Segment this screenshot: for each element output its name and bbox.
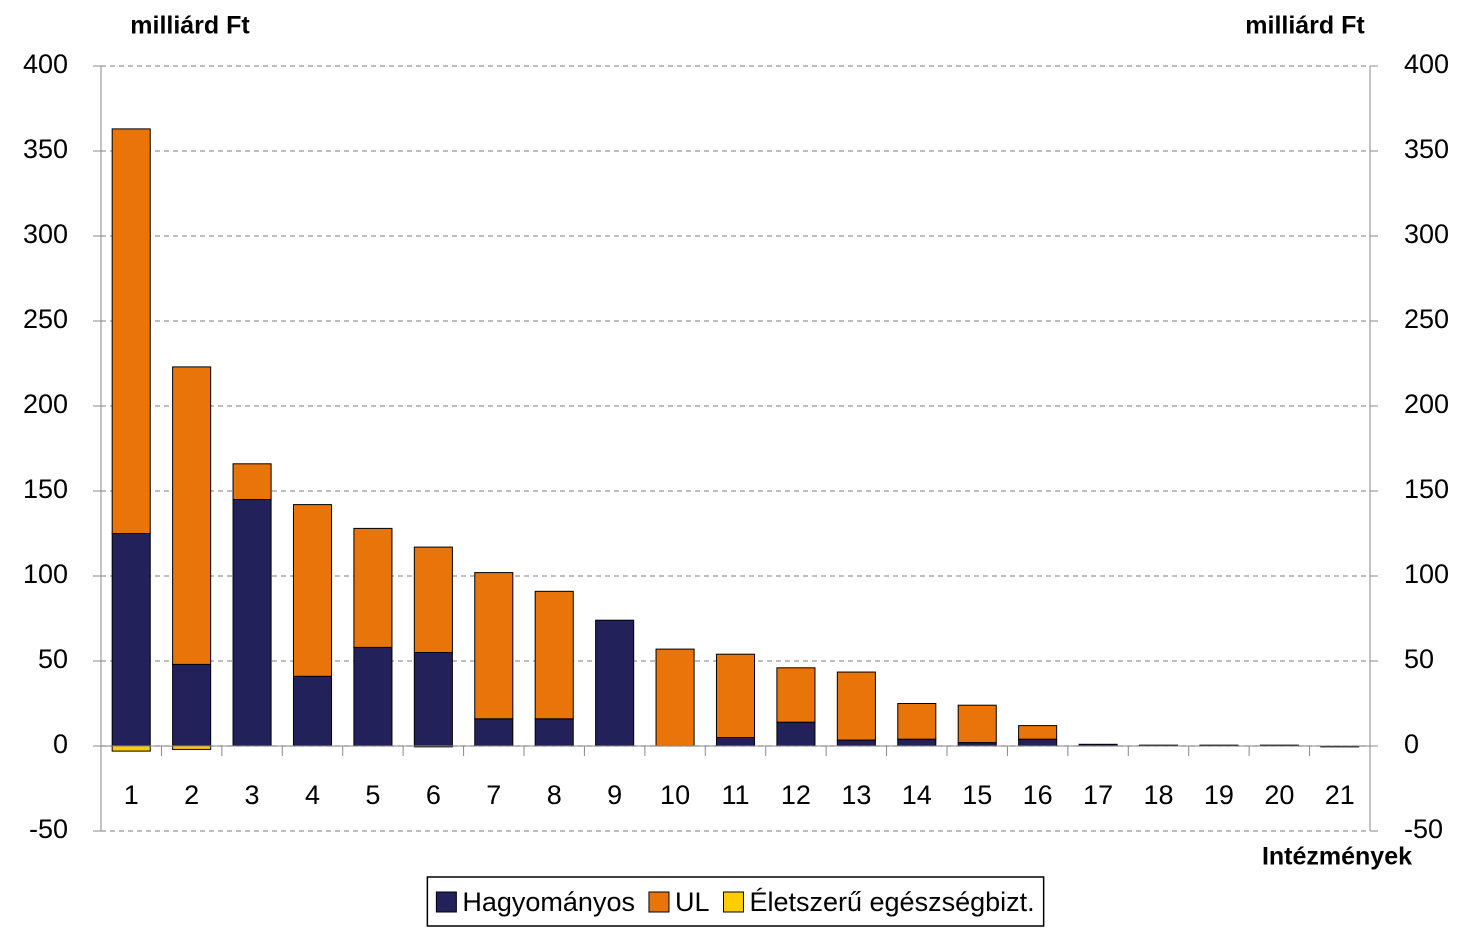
- legend-swatch: [722, 891, 744, 913]
- x-tick-label: 12: [781, 780, 811, 810]
- x-tick-label: 13: [841, 780, 871, 810]
- bar-segment: [715, 737, 756, 747]
- x-tick-label: 8: [547, 780, 562, 810]
- bar-segment: [776, 667, 816, 723]
- legend-label: Hagyományos: [462, 887, 635, 917]
- bar-segment: [232, 463, 272, 500]
- x-tick-label: 6: [426, 780, 441, 810]
- bar-segment: [776, 721, 816, 747]
- y2-tick-label: 100: [1404, 559, 1449, 589]
- x-tick-label: 18: [1143, 780, 1173, 810]
- bar-segment: [897, 738, 937, 747]
- x-tick-label: 10: [660, 780, 690, 810]
- y-tick-label: 400: [23, 49, 68, 79]
- bar-segment: [111, 533, 151, 747]
- y-tick-label: 100: [23, 559, 68, 589]
- x-tick-label: 4: [305, 780, 320, 810]
- y-tick-label: 200: [23, 389, 68, 419]
- bar-segment: [232, 499, 272, 747]
- bar-segment: [292, 675, 333, 747]
- y-tick-label: 0: [53, 729, 68, 759]
- y-axis-title: milliárd Ft: [130, 12, 250, 40]
- x-tick-label: 3: [245, 780, 260, 810]
- bar-segment: [1018, 738, 1058, 747]
- legend-swatch: [435, 891, 457, 913]
- x-tick-label: 17: [1083, 780, 1113, 810]
- y-tick-label: 250: [23, 304, 68, 334]
- bar-segment: [292, 504, 333, 677]
- x-tick-label: 1: [124, 780, 139, 810]
- x-tick-label: 5: [365, 780, 380, 810]
- y2-tick-label: 350: [1404, 134, 1449, 164]
- y2-tick-label: 50: [1404, 644, 1434, 674]
- bar-segment: [353, 527, 393, 648]
- bar-segment: [957, 704, 997, 744]
- bar-segment: [353, 646, 393, 747]
- x-tick-label: 7: [486, 780, 501, 810]
- legend-label: Életszerű egészségbizt.: [749, 887, 1034, 917]
- legend-label: UL: [675, 887, 710, 917]
- bar-segment: [172, 745, 212, 750]
- y2-axis-title: milliárd Ft: [1245, 12, 1365, 40]
- x-tick-label: 16: [1023, 780, 1053, 810]
- bar-segment: [172, 663, 212, 747]
- bar-segment: [172, 366, 212, 665]
- bar-segment: [957, 742, 997, 747]
- x-tick-label: 19: [1204, 780, 1234, 810]
- bar-segment: [836, 739, 876, 747]
- x-tick-label: 9: [607, 780, 622, 810]
- y-tick-label: 350: [23, 134, 68, 164]
- bar-segment: [836, 671, 876, 741]
- x-tick-label: 14: [902, 780, 932, 810]
- bar-segment: [111, 128, 151, 534]
- x-axis-title: Intézmények: [1262, 843, 1412, 871]
- bar-segment: [534, 590, 574, 720]
- y2-tick-label: 0: [1404, 729, 1419, 759]
- bar-segment: [413, 652, 453, 747]
- x-tick-label: 2: [184, 780, 199, 810]
- bar-segment: [534, 718, 574, 747]
- bar-segment: [1018, 725, 1058, 740]
- legend-swatch: [648, 891, 670, 913]
- bar-segment: [655, 648, 695, 747]
- bar-segment: [413, 546, 453, 653]
- legend: Hagyományos UL Életszerű egészségbizt.: [426, 876, 1045, 927]
- x-tick-label: 21: [1325, 780, 1355, 810]
- x-tick-label: 15: [962, 780, 992, 810]
- bar-segment: [111, 745, 151, 752]
- y-tick-label: 50: [38, 644, 68, 674]
- x-tick-label: 20: [1264, 780, 1294, 810]
- bar-segment: [474, 718, 514, 747]
- bar-segment: [897, 703, 937, 740]
- y-tick-label: 150: [23, 474, 68, 504]
- y2-tick-label: -50: [1404, 814, 1443, 844]
- y-tick-label: 300: [23, 219, 68, 249]
- bar-segment: [715, 653, 756, 739]
- y2-tick-label: 400: [1404, 49, 1449, 79]
- y2-tick-label: 300: [1404, 219, 1449, 249]
- bar-segment: [474, 572, 514, 720]
- x-tick-label: 11: [721, 780, 749, 810]
- y2-tick-label: 200: [1404, 389, 1449, 419]
- bar-segment: [595, 619, 635, 747]
- y2-tick-label: 250: [1404, 304, 1449, 334]
- y-tick-label: -50: [29, 814, 68, 844]
- y2-tick-label: 150: [1404, 474, 1449, 504]
